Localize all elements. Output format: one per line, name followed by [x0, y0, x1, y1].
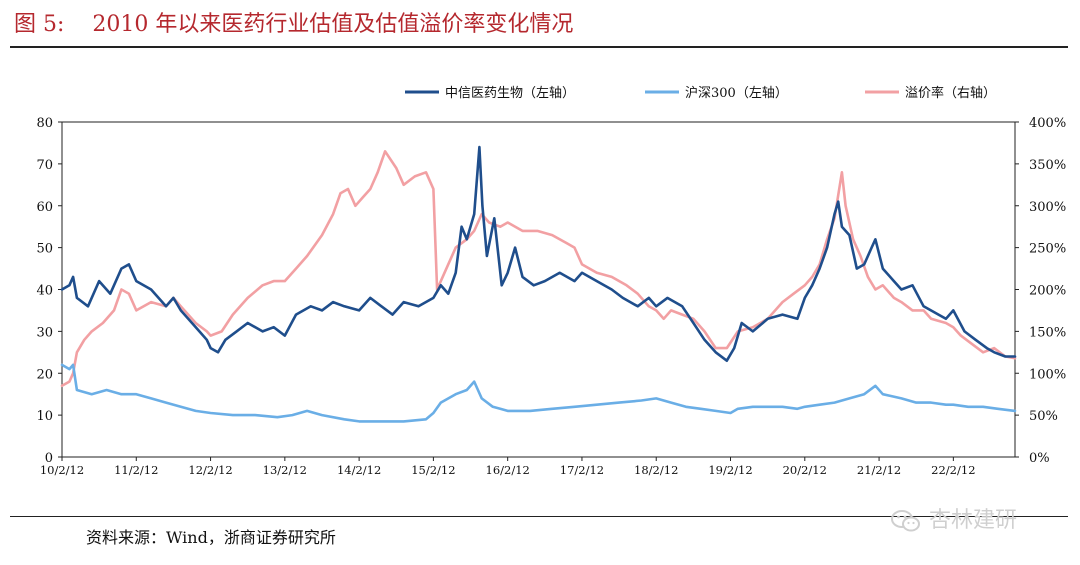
- source-note: 资料来源：Wind，浙商证券研究所: [86, 528, 336, 547]
- x-tick-label: 13/2/12: [263, 463, 307, 477]
- title-divider: [10, 46, 1068, 48]
- figure-title: 图 5: 2010 年以来医药行业估值及估值溢价率变化情况: [14, 6, 573, 38]
- series-line-1: [60, 363, 1017, 423]
- watermark: 杏林建研: [890, 502, 1017, 534]
- x-tick-label: 16/2/12: [486, 463, 530, 477]
- y-right-tick-label: 100%: [1029, 367, 1066, 382]
- y-left-tick-label: 0: [45, 451, 53, 466]
- x-tick-label: 15/2/12: [411, 463, 455, 477]
- plot-frame: [61, 121, 1016, 458]
- figure-label: 图 5:: [14, 12, 65, 37]
- source-divider: [10, 516, 1068, 517]
- watermark-text: 杏林建研: [929, 508, 1018, 533]
- line-chart: 0 10 20 30 40 50 60 70 80 0% 50% 100% 150% 200% 250% 30…: [36, 85, 1066, 477]
- x-tick-label: 10/2/12: [40, 463, 84, 477]
- legend-label-0: 中信医药生物（左轴）: [445, 86, 575, 101]
- legend-label-2: 溢价率（右轴）: [905, 85, 996, 101]
- figure-title-text: 2010 年以来医药行业估值及估值溢价率变化情况: [92, 12, 574, 37]
- y-right-tick-label: 200%: [1029, 284, 1066, 299]
- x-tick-label: 14/2/12: [337, 463, 381, 477]
- y-right-tick-label: 250%: [1029, 242, 1066, 257]
- y-right-tick-label: 300%: [1029, 200, 1066, 215]
- y-left-tick-label: 80: [36, 116, 53, 131]
- y-left-tick-label: 30: [36, 325, 53, 340]
- y-right-tick-label: 350%: [1029, 158, 1066, 173]
- x-tick-label: 20/2/12: [783, 463, 827, 477]
- y-left-tick-label: 50: [36, 242, 53, 257]
- x-tick-label: 18/2/12: [634, 463, 678, 477]
- y-left-tick-label: 60: [36, 200, 53, 215]
- y-left-tick-label: 70: [36, 158, 53, 173]
- x-tick-label: 22/2/12: [931, 463, 975, 477]
- x-tick-label: 21/2/12: [857, 463, 901, 477]
- wechat-icon: [891, 510, 920, 532]
- y-right-tick-label: 150%: [1029, 325, 1066, 340]
- x-tick-label: 11/2/12: [114, 463, 158, 477]
- x-tick-label: 17/2/12: [560, 463, 604, 477]
- y-left-tick-label: 10: [36, 409, 53, 424]
- y-right-tick-label: 0%: [1029, 451, 1050, 466]
- x-tick-label: 19/2/12: [708, 463, 752, 477]
- y-right-tick-label: 400%: [1029, 116, 1066, 131]
- y-left-tick-label: 20: [36, 367, 53, 382]
- y-left-tick-label: 40: [36, 284, 53, 299]
- x-tick-label: 12/2/12: [188, 463, 232, 477]
- series-line-2: [60, 150, 1017, 388]
- legend-label-1: 沪深300（左轴）: [685, 85, 788, 101]
- y-right-tick-label: 50%: [1029, 409, 1058, 424]
- series-line-0: [60, 145, 1017, 363]
